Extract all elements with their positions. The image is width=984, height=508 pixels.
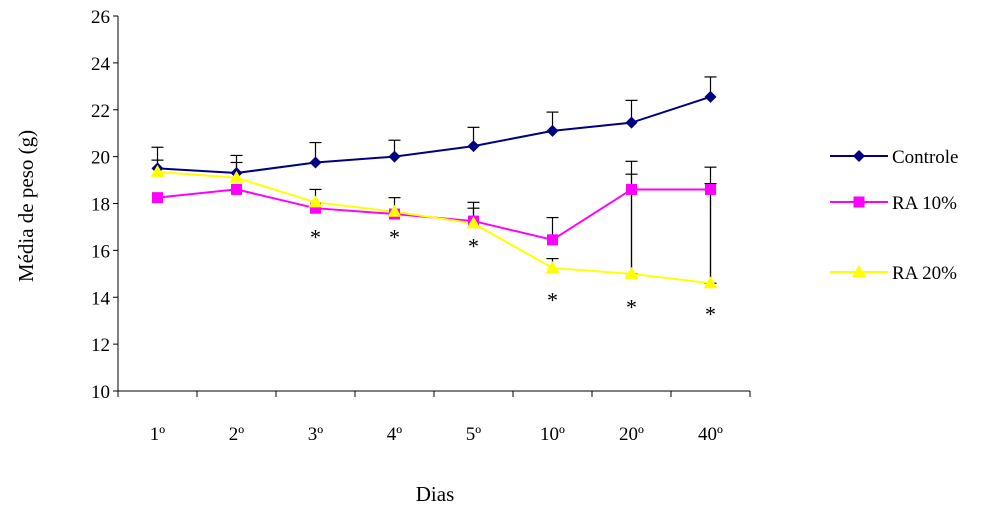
data-point-ra-10 bbox=[231, 183, 242, 195]
series-line-controle bbox=[157, 95, 711, 175]
y-tick-label: 18 bbox=[91, 195, 110, 216]
series-lines bbox=[157, 95, 711, 285]
data-point-ra-20 bbox=[703, 276, 718, 289]
x-tick-label: 40º bbox=[698, 424, 723, 445]
data-point-ra-20 bbox=[466, 216, 481, 229]
error-bars bbox=[151, 76, 717, 284]
legend: Controle RA 10% RA 20% bbox=[830, 147, 959, 284]
data-point-controle bbox=[467, 140, 480, 153]
significance-asterisk: * bbox=[547, 288, 558, 313]
x-tick-label: 20º bbox=[619, 424, 644, 445]
y-tick-label: 22 bbox=[91, 101, 110, 122]
y-tick-label: 24 bbox=[91, 54, 111, 75]
y-tick-label: 10 bbox=[91, 382, 110, 403]
axes: 10 12 14 16 18 20 22 24 26 1º 2º 3º 4º 5º 10º 20º 40º bbox=[91, 7, 751, 445]
legend-label-controle: Controle bbox=[892, 147, 959, 168]
data-point-ra-20 bbox=[624, 266, 639, 279]
y-axis-title: Média de peso (g) bbox=[14, 130, 38, 282]
data-point-controle bbox=[546, 124, 559, 137]
legend-marker-ra-10 bbox=[853, 196, 865, 208]
x-tick-label: 5º bbox=[466, 424, 482, 445]
y-tick-label: 26 bbox=[91, 7, 110, 28]
data-point-ra-20 bbox=[229, 170, 244, 183]
significance-asterisk: * bbox=[705, 302, 716, 327]
x-tick-label: 10º bbox=[540, 424, 565, 445]
x-tick-label: 1º bbox=[150, 424, 166, 445]
significance-asterisk: * bbox=[310, 224, 321, 249]
series-line-ra-20 bbox=[157, 170, 711, 285]
data-point-ra-20 bbox=[150, 164, 165, 177]
y-tick-label: 20 bbox=[91, 148, 110, 169]
legend-marker-controle bbox=[853, 150, 865, 162]
series-line-ra-10 bbox=[157, 188, 711, 241]
data-point-ra-10 bbox=[152, 192, 163, 204]
data-point-ra-20 bbox=[308, 195, 323, 208]
significance-asterisk: * bbox=[389, 224, 400, 249]
legend-label-ra-10: RA 10% bbox=[892, 193, 957, 214]
series-markers bbox=[150, 90, 718, 289]
data-point-ra-20 bbox=[387, 204, 402, 217]
annotations: * * * * * * bbox=[310, 224, 716, 326]
x-tick-label: 3º bbox=[308, 424, 324, 445]
data-point-ra-10 bbox=[705, 183, 716, 195]
x-tick-label: 4º bbox=[387, 424, 403, 445]
data-point-ra-10 bbox=[547, 234, 558, 246]
legend-label-ra-20: RA 20% bbox=[892, 263, 957, 284]
data-point-controle bbox=[309, 156, 322, 169]
y-tick-label: 14 bbox=[91, 288, 111, 309]
y-tick-label: 12 bbox=[91, 335, 110, 356]
y-tick-label: 16 bbox=[91, 241, 110, 262]
significance-asterisk: * bbox=[626, 295, 637, 320]
data-point-ra-10 bbox=[626, 183, 637, 195]
data-point-controle bbox=[625, 116, 638, 129]
significance-asterisk: * bbox=[468, 234, 479, 259]
data-point-ra-10 bbox=[310, 202, 321, 214]
data-point-controle bbox=[388, 150, 401, 163]
x-axis-title: Dias bbox=[416, 482, 455, 506]
data-point-controle bbox=[704, 90, 717, 103]
data-point-ra-20 bbox=[545, 260, 560, 273]
legend-marker-ra-20 bbox=[852, 265, 866, 277]
x-tick-label: 2º bbox=[229, 424, 245, 445]
